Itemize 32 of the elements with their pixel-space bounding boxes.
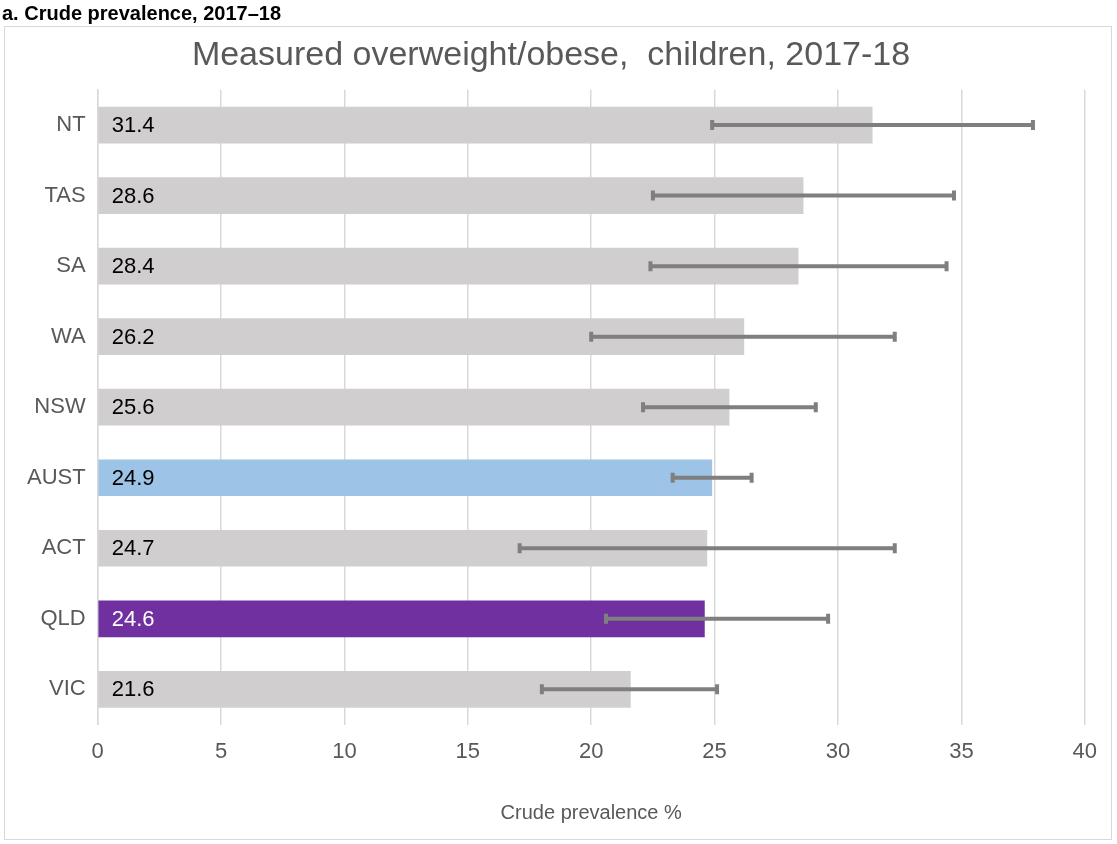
chart-subtitle: a. Crude prevalence, 2017–18 (1, 1, 283, 26)
data-label: 24.9 (111, 464, 155, 490)
y-tick-label: TAS (44, 181, 86, 207)
y-tick-label: ACT (41, 534, 86, 560)
y-tick-label: VIC (48, 675, 86, 701)
y-tick-label: AUST (26, 463, 86, 489)
chart-title: Measured overweight/obese, children, 2017-18 (191, 33, 911, 72)
x-tick-label: 15 (455, 737, 481, 763)
data-label: 21.6 (111, 676, 155, 702)
data-label: 24.6 (111, 605, 155, 631)
data-label: 25.6 (111, 394, 155, 420)
data-label: 28.6 (111, 182, 155, 208)
y-tick-label: NSW (34, 393, 86, 419)
x-tick-label: 20 (578, 737, 604, 763)
data-label: 26.2 (111, 323, 155, 349)
x-tick-label: 10 (332, 737, 357, 763)
data-label: 31.4 (111, 112, 155, 138)
data-label: 28.4 (111, 253, 155, 279)
x-tick-label: 0 (91, 737, 104, 763)
bar (98, 459, 713, 497)
y-tick-label: WA (51, 322, 86, 348)
x-tick-label: 25 (702, 737, 727, 763)
y-tick-label: QLD (40, 604, 86, 630)
x-tick-label: 40 (1072, 737, 1098, 763)
bar (98, 600, 705, 638)
x-tick-label: 35 (949, 737, 974, 763)
x-axis-title: Crude prevalence % (500, 800, 683, 823)
y-tick-label: NT (56, 111, 86, 137)
x-tick-label: 30 (825, 737, 851, 763)
data-label: 24.7 (111, 535, 155, 561)
x-tick-label: 5 (214, 737, 228, 763)
y-tick-label: SA (56, 252, 86, 278)
